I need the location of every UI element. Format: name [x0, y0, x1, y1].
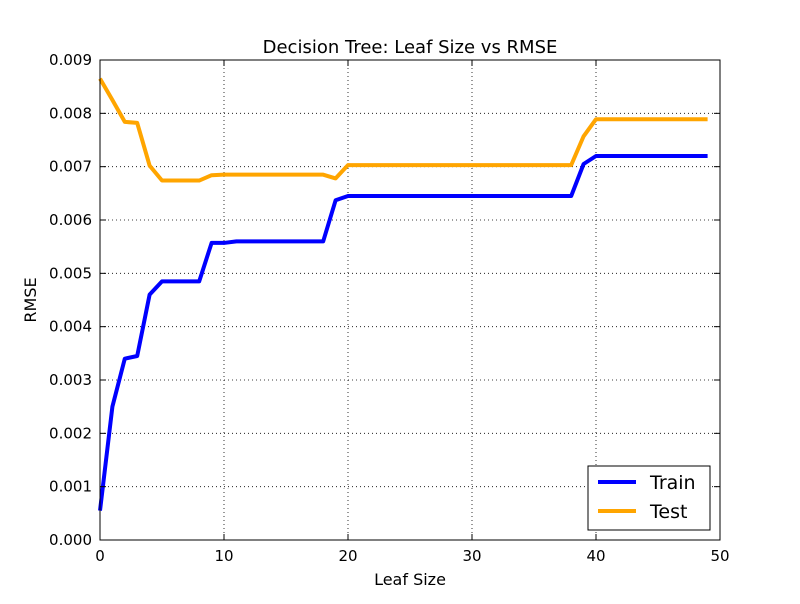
y-axis-label: RMSE	[21, 277, 40, 322]
y-tick-label: 0.002	[49, 424, 92, 442]
y-tick-label: 0.005	[49, 264, 92, 282]
legend: Train Test	[587, 465, 711, 531]
x-tick-label: 0	[95, 547, 105, 565]
chart-title: Decision Tree: Leaf Size vs RMSE	[263, 37, 558, 58]
y-tick-label: 0.007	[49, 158, 92, 176]
x-axis-label: Leaf Size	[374, 570, 446, 589]
plot-frame	[99, 59, 721, 541]
y-tick-label: 0.008	[49, 104, 92, 122]
x-tick-label: 40	[586, 547, 605, 565]
series-line-train	[98, 154, 708, 511]
y-tick-label: 0.004	[49, 318, 92, 336]
legend-label-train: Train	[649, 472, 696, 494]
y-tick-label: 0.006	[49, 211, 92, 229]
x-tick-label: 20	[338, 547, 357, 565]
y-tick-label: 0.003	[49, 371, 92, 389]
y-tick-label: 0.009	[49, 51, 92, 69]
x-tick-label: 10	[214, 547, 233, 565]
x-tick-label: 50	[710, 547, 729, 565]
series-line-test	[98, 77, 708, 183]
axis-ticks: 0 10 20 30 40 50 0.000 0.001 0.002 0.003 0.004 0.00…	[49, 51, 730, 565]
y-tick-label: 0.001	[49, 478, 92, 496]
series-lines	[98, 77, 708, 511]
y-tick-label: 0.000	[49, 531, 92, 549]
legend-frame	[587, 465, 711, 531]
legend-label-test: Test	[649, 501, 687, 523]
x-tick-label: 30	[462, 547, 481, 565]
